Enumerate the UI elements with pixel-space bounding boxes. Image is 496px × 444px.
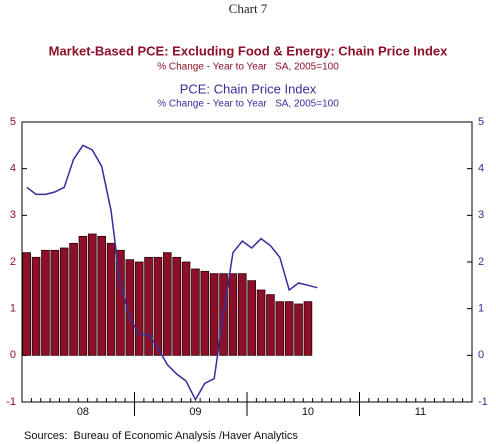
bar [22,252,31,356]
bar [191,268,200,356]
y2-tick-label: 4 [478,163,484,175]
bar [97,235,106,356]
bar [106,242,116,356]
source: Sources: Bureau of Economic Analysis /Ha… [24,430,298,442]
bar [125,259,135,356]
series-subtitle: % Change - Year to Year SA, 2005=100 [157,99,339,110]
bar [181,261,191,356]
series-title: Market-Based PCE: Excluding Food & Energ… [49,43,449,58]
bar [172,256,181,356]
bar [153,256,163,356]
x-tick-label: 11 [415,406,426,418]
bar [228,273,238,356]
bar [88,233,97,356]
bar [59,247,69,356]
series-title: PCE: Chain Price Index [180,81,317,96]
bar [69,242,78,356]
bar [284,301,294,356]
x-tick-label: 09 [189,406,201,418]
chart-title: Chart 7 [229,1,268,16]
bar [256,289,266,356]
y-tick-label: 1 [10,303,16,315]
bar [78,235,88,356]
bar [41,249,50,356]
y2-tick-label: 5 [478,116,484,128]
bar [200,270,210,356]
y2-tick-label: -1 [478,396,488,408]
x-tick-label: 10 [302,406,314,418]
plot-area [21,121,473,403]
y-tick-label: 5 [10,116,16,128]
y2-tick-label: 1 [478,303,484,315]
y-tick-label: 4 [10,163,16,175]
y-tick-label: 3 [10,209,16,221]
y2-tick-label: 3 [478,209,484,221]
y-tick-label: 0 [10,349,16,361]
bar [266,294,275,356]
y2-tick-label: 0 [478,349,484,361]
bar [50,249,60,356]
bar [134,261,144,356]
bar [31,256,41,356]
bar [116,249,125,356]
line [26,144,318,402]
bar [238,273,247,356]
y-tick-label: -1 [6,396,16,408]
series-subtitle: % Change - Year to Year SA, 2005=100 [157,62,339,73]
x-tick-label: 08 [77,406,89,418]
bar [209,273,219,356]
bar [163,252,172,356]
y2-tick-label: 2 [478,256,484,268]
bar [303,301,313,356]
bar [275,301,285,356]
bar [294,303,303,356]
y-tick-label: 2 [10,256,16,268]
bar [247,280,256,356]
bar [144,256,153,356]
